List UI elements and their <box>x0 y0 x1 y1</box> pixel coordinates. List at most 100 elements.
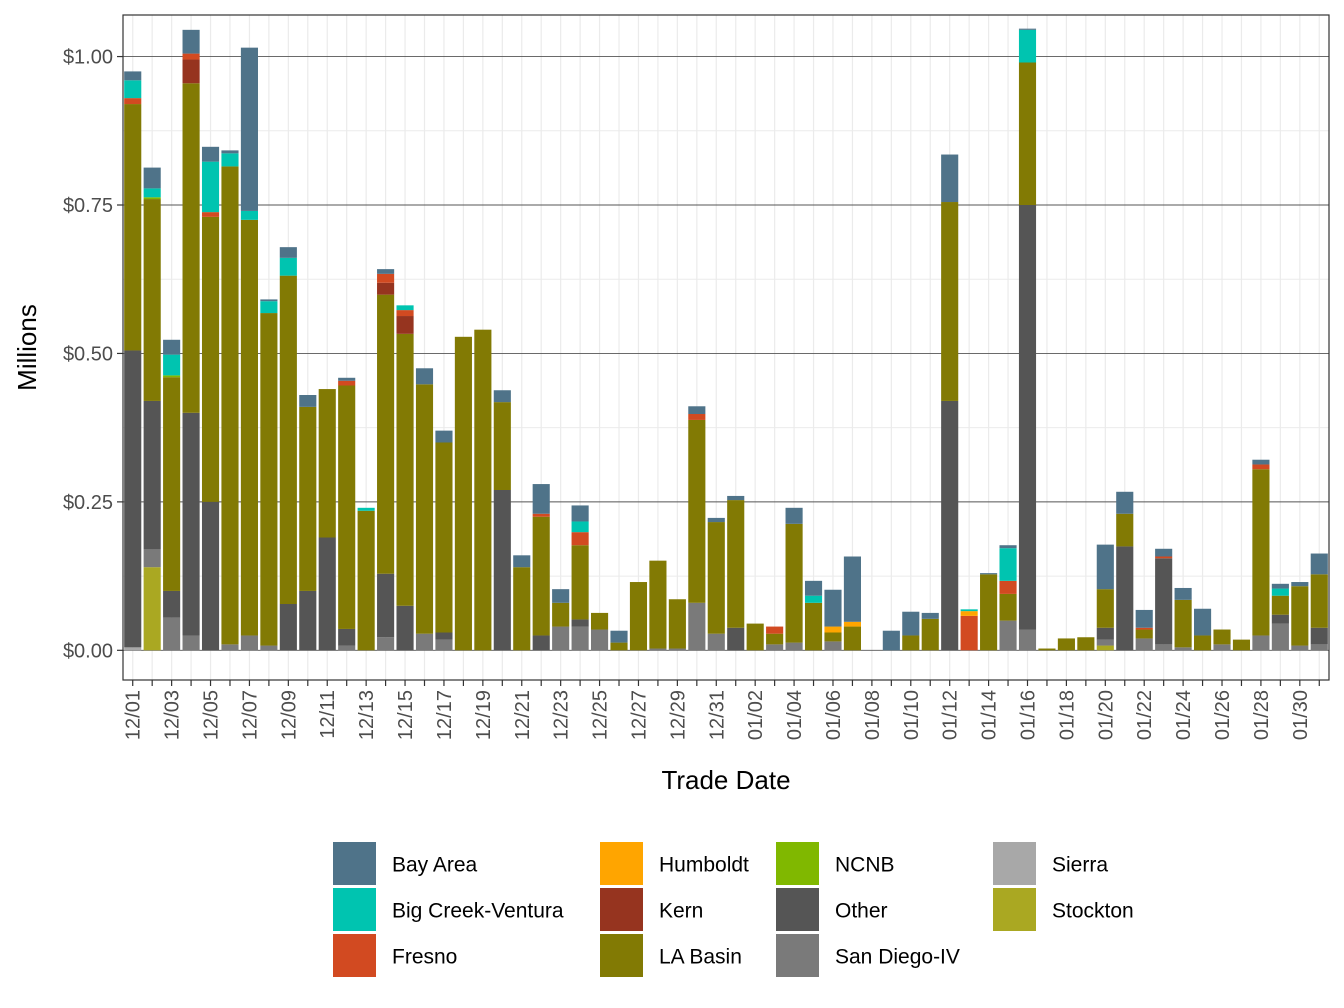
x-tick-label: 12/21 <box>512 690 534 740</box>
bar-segment-la-basin <box>1291 586 1309 646</box>
x-axis-title: Trade Date <box>661 765 790 795</box>
bar-segment-la-basin <box>1310 574 1328 628</box>
bar-segment-la-basin <box>688 419 706 603</box>
bar-segment-la-basin <box>318 389 336 538</box>
bar-segment-la-basin <box>415 384 434 634</box>
bar-segment-bay-area <box>824 589 842 627</box>
x-tick-label: 01/16 <box>1018 690 1040 740</box>
bar-segment-san-diego-iv <box>1291 645 1309 651</box>
bar-segment-la-basin <box>824 632 842 642</box>
bar-segment-san-diego-iv <box>649 648 667 651</box>
legend-swatch <box>600 842 643 885</box>
bar-segment-bay-area <box>941 154 959 203</box>
bar-segment-bay-area <box>785 507 803 524</box>
bar-segment-fresno <box>396 310 414 317</box>
bar-segment-san-diego-iv <box>999 620 1017 651</box>
bar-segment-la-basin <box>668 599 686 649</box>
bar-segment-humboldt <box>824 626 842 633</box>
bar-segment-la-basin <box>1116 513 1134 547</box>
bar-segment-bay-area <box>1135 609 1153 628</box>
bar-segment-la-basin <box>649 560 667 649</box>
legend-label: Other <box>835 900 888 923</box>
bar-segment-other <box>163 590 181 618</box>
bar-segment-fresno <box>1155 556 1173 559</box>
bar-segment-la-basin <box>124 104 142 351</box>
bar-segment-fresno <box>688 414 706 420</box>
legend-swatch <box>993 842 1036 885</box>
bar-segment-big-creek-ventura <box>396 305 414 311</box>
x-tick-label: 01/08 <box>862 690 884 740</box>
bar-segment-san-diego-iv <box>1310 644 1328 651</box>
bar-segment-other <box>377 573 395 638</box>
bar-segment-bay-area <box>299 395 317 407</box>
bar-segment-bay-area <box>1174 587 1192 600</box>
bar-segment-kern <box>182 59 200 84</box>
x-tick-label: 01/28 <box>1251 690 1273 740</box>
bar-segment-la-basin <box>1232 639 1251 651</box>
bar-segment-other <box>571 619 589 627</box>
bar-segment-bay-area <box>571 505 589 522</box>
bar-segment-other <box>1310 627 1328 645</box>
bar-segment-bay-area <box>513 555 531 568</box>
plot-border <box>122 14 1330 681</box>
x-tick-label: 01/12 <box>940 690 962 740</box>
y-tick-label: $1.00 <box>63 47 113 69</box>
bar-segment-san-diego-iv <box>668 648 686 651</box>
bar-segment-la-basin <box>804 602 823 651</box>
bar-segment-la-basin <box>707 522 725 634</box>
bar-segment-san-diego-iv <box>143 549 161 568</box>
bar-segment-la-basin <box>610 642 628 651</box>
bar-segment-la-basin <box>143 199 161 401</box>
y-tick-label: $0.00 <box>63 640 113 662</box>
bar-segment-la-basin <box>843 626 861 651</box>
bar-segment-other <box>279 604 297 651</box>
bar-segment-bay-area <box>1252 459 1270 465</box>
x-tick-label: 12/27 <box>628 690 650 740</box>
x-tick-label: 01/02 <box>745 690 767 740</box>
legend-swatch <box>776 842 819 885</box>
bar-segment-big-creek-ventura <box>804 595 823 603</box>
bar-segment-la-basin <box>727 500 745 628</box>
x-tick-label: 12/09 <box>278 690 300 740</box>
bar-segment-bay-area <box>727 495 745 501</box>
bar-segment-la-basin <box>941 202 959 401</box>
bar-segment-fresno <box>124 98 142 105</box>
bar-segment-other <box>493 490 511 651</box>
x-tick-label: 01/22 <box>1134 690 1156 740</box>
bar-segment-la-basin <box>182 83 200 413</box>
bar-segment-la-basin <box>1057 638 1075 651</box>
bar-segment-other <box>182 412 200 636</box>
bar-segment-san-diego-iv <box>1096 639 1114 646</box>
bar-segment-san-diego-iv <box>824 641 842 651</box>
bar-segment-fresno <box>1135 627 1153 630</box>
bar-segment-other <box>1271 614 1289 624</box>
y-tick-label: $0.50 <box>63 343 113 365</box>
bar-segment-la-basin <box>201 216 220 502</box>
x-tick-label: 01/14 <box>979 690 1001 740</box>
bar-segment-big-creek-ventura <box>143 188 161 198</box>
bar-segment-bay-area <box>377 269 395 274</box>
bar-segment-san-diego-iv <box>338 645 356 651</box>
bar-segment-bay-area <box>435 430 453 443</box>
bar-segment-bay-area <box>552 589 570 603</box>
bar-segment-san-diego-iv <box>377 637 395 651</box>
legend-swatch <box>600 934 643 977</box>
bar-segment-la-basin <box>338 385 356 629</box>
bar-segment-other <box>1096 627 1114 640</box>
bar-segment-other <box>435 632 453 640</box>
bar-segment-bay-area <box>902 611 920 636</box>
bar-segment-la-basin <box>1096 589 1114 628</box>
legend-label: LA Basin <box>659 946 742 969</box>
bar-segment-bay-area <box>163 339 181 355</box>
legend-label: Humboldt <box>659 854 749 877</box>
legend-swatch <box>776 934 819 977</box>
x-tick-label: 12/11 <box>317 690 339 739</box>
bar-segment-la-basin <box>377 294 395 574</box>
x-tick-label: 01/26 <box>1212 690 1234 740</box>
bar-segment-humboldt <box>843 621 861 627</box>
x-tick-label: 01/04 <box>784 690 806 740</box>
bar-segment-big-creek-ventura <box>1271 588 1289 596</box>
bar-segment-bay-area <box>843 556 861 622</box>
bar-segment-other <box>318 537 336 651</box>
bar-segment-other <box>532 635 550 651</box>
